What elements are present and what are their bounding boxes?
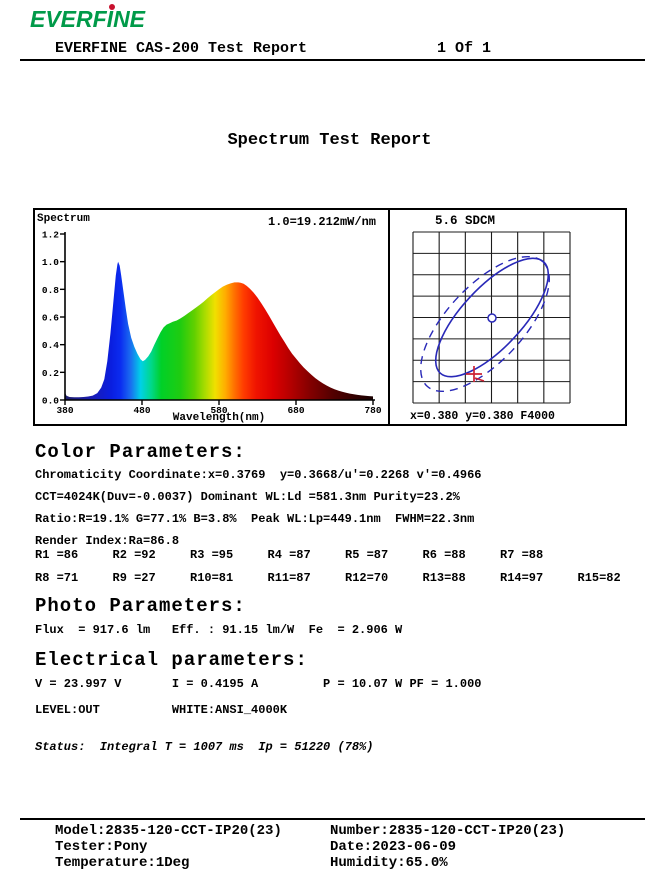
electrical-parameters-heading: Electrical parameters:	[35, 649, 308, 671]
r-value: R6 =88	[422, 548, 466, 562]
y-tick-label: 0.0	[42, 396, 59, 407]
y-tick-label: 1.0	[42, 257, 59, 268]
r-value: R10=81	[190, 571, 234, 585]
number-label: Number:	[330, 823, 389, 839]
model-label: Model:	[55, 823, 106, 839]
model-row: Model:2835-120-CCT-IP20(23)	[55, 823, 282, 839]
y-tick-label: 0.6	[42, 313, 59, 324]
footer-left-column: Model:2835-120-CCT-IP20(23) Tester:Pony …	[55, 823, 282, 869]
everfine-logo-text: EVERFINE	[30, 6, 146, 32]
spectrum-x-axis-label: Wavelength(nm)	[172, 412, 266, 424]
spectrum-chart: 0.0 0.2 0.4 0.6 0.8 1.0 1.2 380 480 580 680 780 Spe…	[35, 210, 390, 424]
humidity-value: 65.0%	[405, 855, 448, 869]
sdcm-title: 5.6 SDCM	[435, 214, 496, 228]
status-line: Status: Integral T = 1007 ms Ip = 51220 …	[35, 740, 374, 754]
x-tick-label: 680	[287, 405, 304, 416]
r-value: R5 =87	[345, 548, 389, 562]
y-tick-label: 1.2	[42, 230, 59, 241]
logo-red-dot-icon	[109, 4, 115, 10]
y-tick-label: 0.2	[42, 368, 59, 379]
r-value: R2 =92	[112, 548, 156, 562]
cct-line: CCT=4024K(Duv=-0.0037) Dominant WL:Ld =5…	[35, 490, 460, 504]
tester-value: Pony	[113, 839, 148, 855]
y-tick-label: 0.4	[42, 340, 59, 351]
sdcm-center-marker	[487, 313, 497, 323]
r-value: R1 =86	[35, 548, 79, 562]
header-divider	[20, 59, 645, 61]
footer-right-column: Number:2835-120-CCT-IP20(23) Date:2023-0…	[330, 823, 565, 869]
sdcm-ellipses	[420, 255, 550, 393]
sdcm-target-note: x=0.380 y=0.380 F4000	[410, 410, 555, 423]
date-label: Date:	[330, 839, 373, 855]
sdcm-grid	[412, 231, 571, 404]
temperature-row: Temperature:1Deg	[55, 855, 282, 869]
r-value: R8 =71	[35, 571, 79, 585]
x-tick-label: 480	[133, 405, 150, 416]
everfine-logo: EVERFINE	[30, 4, 160, 36]
tester-label: Tester:	[55, 839, 114, 855]
sdcm-ellipse-solid	[434, 257, 550, 378]
r-value: R12=70	[345, 571, 389, 585]
level-white-line: LEVEL:OUT WHITE:ANSI_4000K	[35, 703, 288, 717]
charts-container: 0.0 0.2 0.4 0.6 0.8 1.0 1.2 380 480 580 680 780 Spe…	[33, 208, 627, 426]
temperature-value: 1Deg	[155, 855, 190, 869]
humidity-label: Humidity:	[330, 855, 406, 869]
report-title: Spectrum Test Report	[227, 131, 432, 150]
date-value: 2023-06-09	[372, 839, 457, 855]
render-index-row-2: R8 =71 R9 =27 R10=81 R11=87 R12=70 R13=8…	[35, 571, 655, 585]
sdcm-chart: 5.6 SDCM x=0.380 y=0.380 F4000	[390, 210, 623, 424]
color-parameters-heading: Color Parameters:	[35, 441, 246, 463]
spectrum-scale-note: 1.0=19.212mW/nm	[267, 215, 376, 229]
photo-parameters-heading: Photo Parameters:	[35, 595, 246, 617]
number-value: 2835-120-CCT-IP20(23)	[388, 823, 566, 839]
ratio-line: Ratio:R=19.1% G=77.1% B=3.8% Peak WL:Lp=…	[35, 512, 475, 526]
r-value: R14=97	[500, 571, 544, 585]
tester-row: Tester:Pony	[55, 839, 282, 855]
render-index-row-1: R1 =86 R2 =92 R3 =95 R4 =87 R5 =87 R6 =8…	[35, 548, 578, 562]
r-value: R11=87	[267, 571, 311, 585]
model-value: 2835-120-CCT-IP20(23)	[105, 823, 282, 839]
x-tick-label: 780	[364, 405, 381, 416]
electrical-parameters-line: V = 23.997 V I = 0.4195 A P = 10.07 W PF…	[35, 677, 482, 691]
render-index-line: Render Index:Ra=86.8	[35, 534, 180, 548]
photo-parameters-line: Flux = 917.6 lm Eff. : 91.15 lm/W Fe = 2…	[35, 623, 403, 637]
number-row: Number:2835-120-CCT-IP20(23)	[330, 823, 565, 839]
page-number: 1 Of 1	[437, 40, 492, 57]
chromaticity-line: Chromaticity Coordinate:x=0.3769 y=0.366…	[35, 468, 482, 482]
r-value: R13=88	[422, 571, 466, 585]
humidity-row: Humidity:65.0%	[330, 855, 565, 869]
temperature-label: Temperature:	[55, 855, 156, 869]
r-value: R9 =27	[112, 571, 156, 585]
date-row: Date:2023-06-09	[330, 839, 565, 855]
y-tick-label: 0.8	[42, 285, 59, 296]
spectrum-area	[65, 261, 373, 400]
x-tick-label: 380	[56, 405, 73, 416]
header-title: EVERFINE CAS-200 Test Report	[55, 40, 308, 57]
spectrum-plot: 0.0 0.2 0.4 0.6 0.8 1.0 1.2 380 480 580 680 780	[42, 230, 382, 417]
sdcm-plot	[412, 231, 571, 404]
r-value: R15=82	[577, 571, 621, 585]
r-value: R7 =88	[500, 548, 544, 562]
spectrum-corner-label: Spectrum	[37, 213, 90, 225]
r-value: R4 =87	[267, 548, 311, 562]
measured-point-marker	[466, 366, 485, 382]
r-value: R3 =95	[190, 548, 234, 562]
x-tick-label: 580	[210, 405, 227, 416]
footer-divider	[20, 818, 645, 820]
